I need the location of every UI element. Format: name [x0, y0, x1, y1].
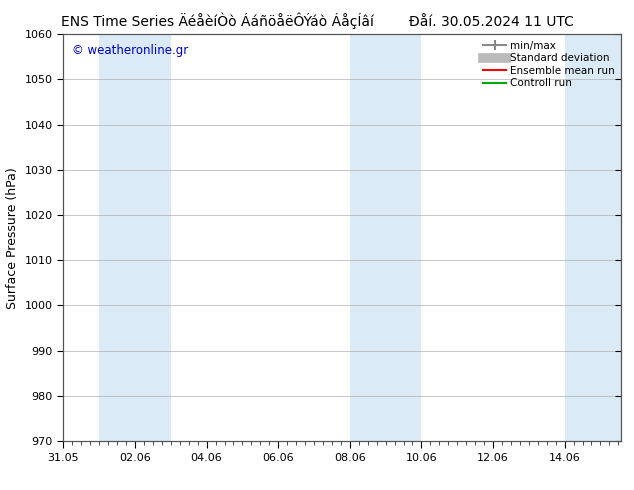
- Bar: [350, 34, 422, 441]
- Bar: [565, 34, 621, 441]
- Y-axis label: Surface Pressure (hPa): Surface Pressure (hPa): [6, 167, 19, 309]
- Legend: min/max, Standard deviation, Ensemble mean run, Controll run: min/max, Standard deviation, Ensemble me…: [480, 37, 618, 92]
- Text: © weatheronline.gr: © weatheronline.gr: [72, 45, 188, 57]
- Text: ENS Time Series ÄéåèíÒò ÁáñöåëÔÝáò ÁåçÍâí        Đåí. 30.05.2024 11 UTC: ENS Time Series ÄéåèíÒò ÁáñöåëÔÝáò ÁåçÍâ…: [61, 12, 573, 29]
- Bar: [99, 34, 171, 441]
